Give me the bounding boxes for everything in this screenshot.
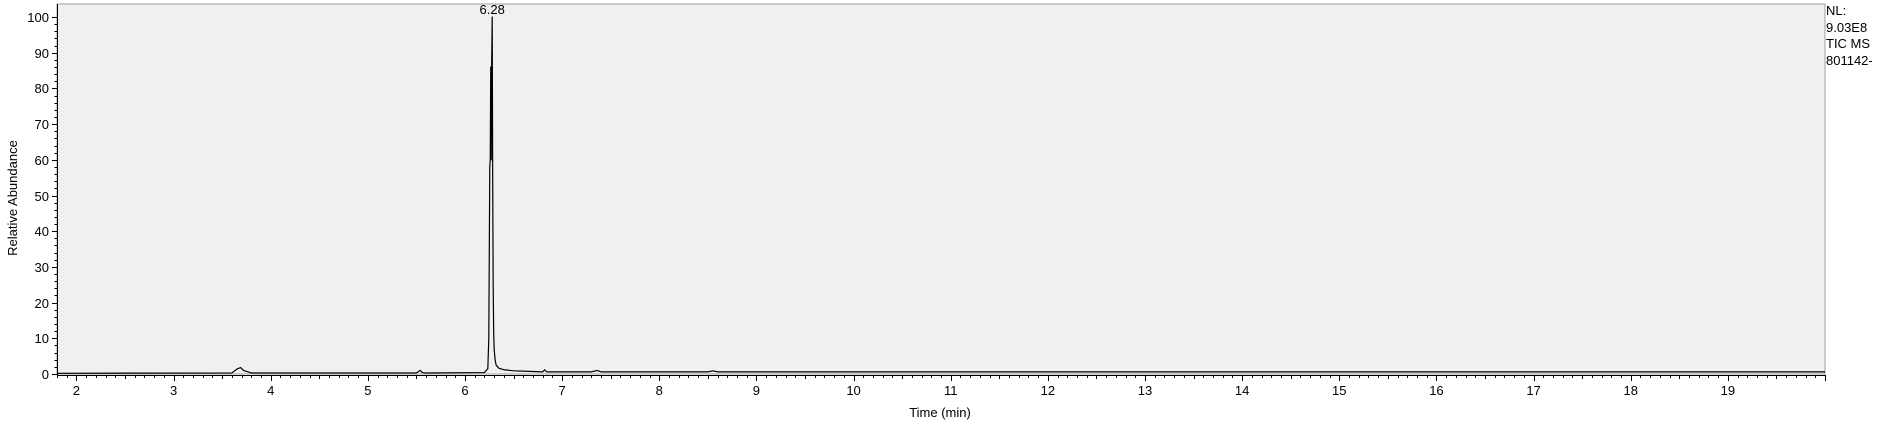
x-tick-label: 9	[753, 383, 760, 398]
x-axis-ticks: 2 3 4 5 6 7 8 9 10 11 12 13 14 15 16 17 18 19	[57, 375, 1826, 398]
x-tick-label: 18	[1623, 383, 1637, 398]
x-tick-label: 11	[944, 383, 958, 398]
y-tick-label: 40	[35, 224, 49, 239]
x-tick-label: 5	[364, 383, 371, 398]
y-tick-label: 90	[35, 46, 49, 61]
y-axis-title: Relative Abundance	[5, 140, 20, 256]
x-tick-label: 7	[559, 383, 566, 398]
y-tick-label: 20	[35, 296, 49, 311]
x-tick-label: 19	[1721, 383, 1735, 398]
info-panel: NL: 9.03E8 TIC MS 801142-	[1826, 3, 1877, 69]
scan-filter: TIC MS	[1826, 36, 1871, 51]
x-tick-label: 16	[1429, 383, 1443, 398]
y-tick-label: 60	[35, 153, 49, 168]
y-tick-label: 80	[35, 81, 49, 96]
y-tick-label: 30	[35, 260, 49, 275]
peak-annotations: 6.28	[480, 2, 505, 17]
tic-trace	[56, 16, 1825, 374]
y-tick-label: 10	[35, 331, 49, 346]
x-tick-label: 2	[73, 383, 80, 398]
nl-value: 9.03E8	[1826, 19, 1868, 35]
nl-label: NL:	[1826, 3, 1847, 18]
x-tick-label: 3	[170, 383, 177, 398]
plot-area	[56, 3, 1826, 375]
x-axis-title: Time (min)	[909, 405, 971, 420]
x-tick-label: 6	[461, 383, 468, 398]
y-tick-label: 100	[27, 10, 49, 25]
file-name: 801142-	[1826, 52, 1873, 68]
x-tick-label: 13	[1138, 383, 1152, 398]
x-tick-label: 15	[1332, 383, 1346, 398]
x-tick-label: 17	[1526, 383, 1540, 398]
x-tick-label: 14	[1235, 383, 1249, 398]
peak-label: 6.28	[480, 2, 505, 17]
y-tick-label: 50	[35, 189, 49, 204]
x-tick-label: 8	[656, 383, 663, 398]
x-tick-label: 12	[1041, 383, 1055, 398]
y-tick-label: 0	[42, 367, 49, 382]
x-tick-label: 10	[846, 383, 860, 398]
y-tick-label: 70	[35, 117, 49, 132]
y-axis-ticks: 0 10 20 30 40 50 60 70 80 90 100	[27, 10, 57, 382]
x-tick-label: 4	[267, 383, 274, 398]
